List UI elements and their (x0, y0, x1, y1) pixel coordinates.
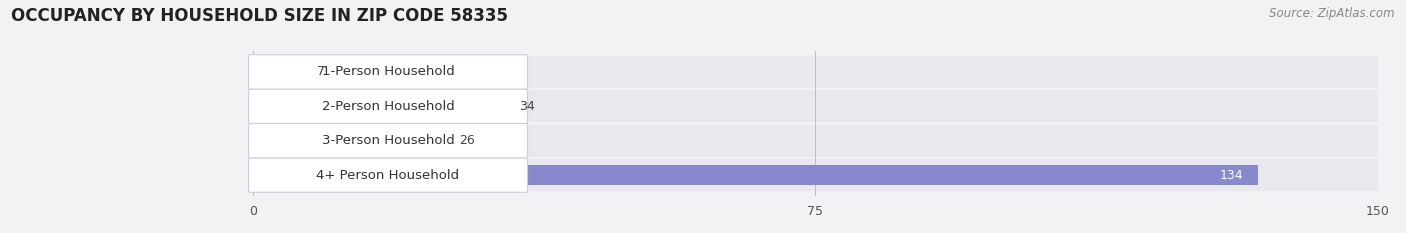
Bar (253, 131, 449, 151)
Text: Source: ZipAtlas.com: Source: ZipAtlas.com (1270, 7, 1395, 20)
Bar (253, 96, 508, 116)
Text: 3-Person Household: 3-Person Household (322, 134, 454, 147)
Text: 134: 134 (1219, 169, 1243, 182)
Text: 4+ Person Household: 4+ Person Household (316, 169, 460, 182)
Bar (253, 165, 1258, 185)
FancyBboxPatch shape (249, 55, 527, 89)
Text: 1-Person Household: 1-Person Household (322, 65, 454, 78)
FancyBboxPatch shape (249, 123, 527, 158)
Text: 26: 26 (460, 134, 475, 147)
Bar (253, 90, 1378, 122)
FancyBboxPatch shape (249, 89, 527, 123)
Bar (253, 159, 1378, 191)
Bar (253, 56, 1378, 88)
Bar (253, 62, 305, 82)
Text: 2-Person Household: 2-Person Household (322, 100, 454, 113)
Text: OCCUPANCY BY HOUSEHOLD SIZE IN ZIP CODE 58335: OCCUPANCY BY HOUSEHOLD SIZE IN ZIP CODE … (11, 7, 508, 25)
Bar (253, 125, 1378, 157)
Text: 34: 34 (519, 100, 536, 113)
Text: 7: 7 (316, 65, 325, 78)
FancyBboxPatch shape (249, 158, 527, 192)
